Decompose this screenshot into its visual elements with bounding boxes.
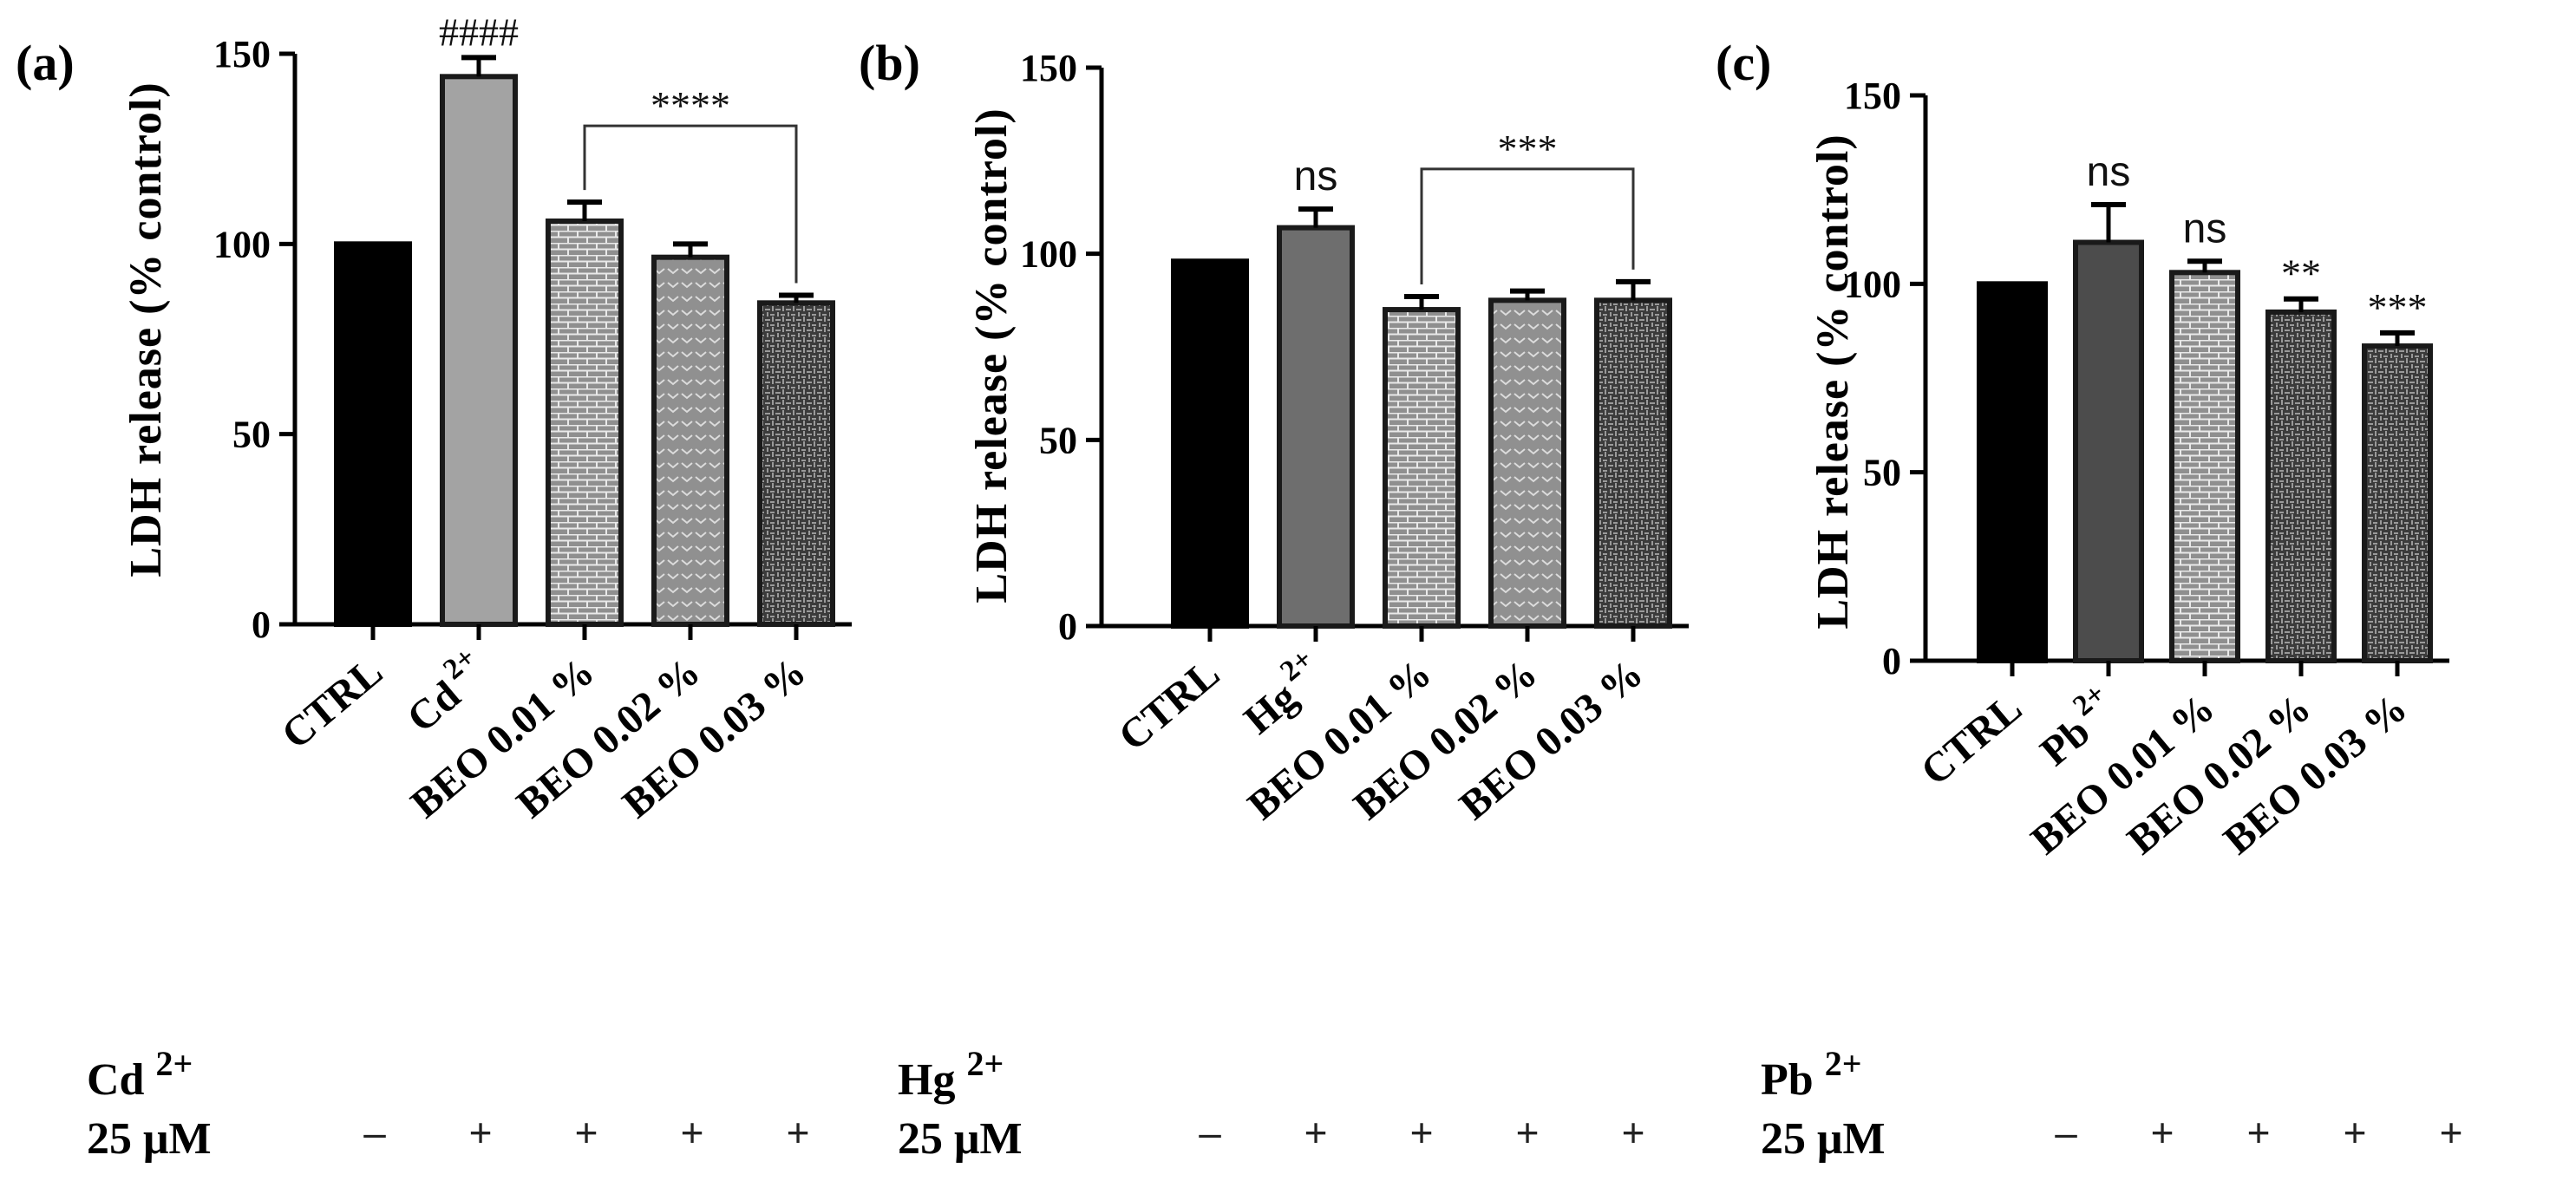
panel-b-bar-4 (1594, 297, 1672, 629)
treatment-concentration-label-b: 25 μM (898, 1114, 1023, 1164)
panel-a-bar-2 (546, 219, 624, 627)
panel-c-annotation-4: *** (2368, 285, 2428, 330)
treatment-sign-a-3: + (681, 1110, 704, 1155)
panel-a-bar-4 (757, 300, 835, 627)
panel-c-bar-4 (2362, 343, 2433, 663)
panel-b-category-label-0: CTRL (1110, 650, 1228, 760)
panel-a-y-tick-label: 50 (232, 414, 271, 456)
panel-a-label: (a) (16, 35, 75, 91)
treatment-metal-label-c: Pb 2+ (1761, 1044, 1861, 1105)
treatment-metal-label-b: Hg 2+ (898, 1044, 1004, 1105)
panel-b-bracket-label: *** (1498, 127, 1558, 171)
panel-b-y-tick-label: 100 (1020, 233, 1077, 276)
panel-b-bar-1 (1277, 225, 1355, 629)
treatment-concentration-label-a: 25 μM (87, 1114, 212, 1164)
panel-c-y-tick-label: 0 (1882, 640, 1901, 682)
panel-c-label: (c) (1716, 35, 1771, 91)
panel-c-y-axis-label: LDH release (% control) (1808, 134, 1858, 629)
treatment-row-c: Pb 2+ 25 μM – + + + + (1761, 1044, 2462, 1164)
panel-c-annotation-1: ns (2087, 149, 2131, 195)
treatment-sign-c-1: + (2151, 1110, 2174, 1155)
panel-b-y-tick-label: 0 (1058, 605, 1077, 648)
treatment-sign-c-4: + (2440, 1110, 2463, 1155)
panel-a-annotation-1: #### (439, 10, 519, 54)
treatment-sign-a-2: + (575, 1110, 598, 1155)
panel-a-bar-3 (651, 254, 729, 627)
panel-b: (b) LDH release (% control) 0 50 100 150 CTR… (859, 35, 1689, 829)
treatment-sign-b-0: – (1199, 1110, 1221, 1155)
treatment-row-a: Cd 2+ 25 μM – + + + + (87, 1044, 809, 1164)
treatment-sign-b-3: + (1516, 1110, 1540, 1155)
treatment-sign-b-1: + (1304, 1110, 1328, 1155)
panel-c-bar-0 (1977, 281, 2048, 663)
panel-a-significance-bracket (583, 124, 798, 284)
treatment-concentration-label-c: 25 μM (1761, 1114, 1886, 1164)
panel-a-y-tick-label: 100 (213, 223, 271, 265)
panel-c-annotation-3: ** (2281, 251, 2321, 296)
treatment-sign-b-2: + (1410, 1110, 1434, 1155)
panel-b-bar-0 (1171, 258, 1249, 629)
treatment-metal-label-a: Cd 2+ (87, 1044, 193, 1105)
panel-a-bar-0 (334, 241, 412, 627)
panel-a-y-axis-label: LDH release (% control) (121, 82, 171, 577)
panel-b-label: (b) (859, 35, 920, 91)
panel-c-y-tick-label: 150 (1844, 75, 1901, 117)
treatment-sign-c-3: + (2344, 1110, 2367, 1155)
panel-a: (a) LDH release (% control) 0 50 100 150 CTR… (16, 10, 852, 827)
panel-c-bar-1 (2073, 239, 2144, 663)
panel-c-y-tick-label: 100 (1844, 263, 1901, 305)
panel-c-bar-2 (2169, 270, 2240, 663)
panel-c: (c) LDH release (% control) 0 50 100 150 CTR… (1716, 35, 2449, 864)
panel-a-y-tick-label: 0 (252, 604, 271, 646)
treatment-sign-b-4: + (1622, 1110, 1645, 1155)
treatment-sign-c-0: – (2055, 1110, 2077, 1155)
panel-c-y-tick-label: 50 (1863, 452, 1901, 494)
panel-b-y-tick-label: 50 (1039, 419, 1077, 461)
treatment-sign-c-2: + (2247, 1110, 2271, 1155)
treatment-sign-a-1: + (469, 1110, 493, 1155)
panel-a-bar-1 (440, 74, 518, 627)
panel-a-bracket-label: **** (651, 83, 730, 127)
panel-c-annotation-2: ns (2183, 206, 2227, 251)
panel-b-bar-2 (1383, 307, 1461, 629)
panel-c-category-label-0: CTRL (1912, 685, 2030, 794)
panel-c-bar-3 (2265, 309, 2337, 663)
panel-b-significance-bracket (1420, 167, 1635, 285)
panel-a-y-tick-label: 150 (213, 33, 271, 75)
panel-b-bar-3 (1488, 297, 1566, 629)
panel-a-category-label-0: CTRL (273, 649, 391, 758)
panel-b-y-tick-label: 150 (1020, 47, 1077, 89)
treatment-row-b: Hg 2+ 25 μM – + + + + (898, 1044, 1644, 1164)
treatment-sign-a-0: – (363, 1110, 386, 1155)
panel-b-y-axis-label: LDH release (% control) (967, 108, 1017, 603)
panel-b-annotation-1: ns (1294, 153, 1338, 199)
treatment-sign-a-4: + (787, 1110, 810, 1155)
